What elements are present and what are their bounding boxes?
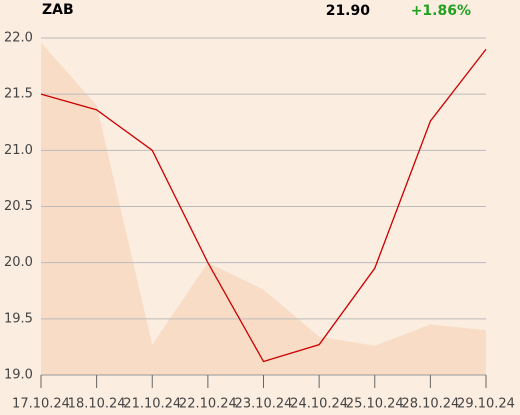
y-tick-label: 21.0 bbox=[4, 143, 33, 158]
ticker: ZAB bbox=[42, 2, 74, 18]
price-line bbox=[40, 48, 487, 363]
y-tick-label: 19.0 bbox=[4, 368, 33, 383]
x-tick-label: 18.10.24 bbox=[68, 397, 126, 412]
x-tick-label: 22.10.24 bbox=[179, 397, 237, 412]
x-tick-label: 29.10.24 bbox=[457, 397, 515, 412]
y-tick-label: 22.0 bbox=[4, 31, 33, 46]
y-tick-label: 20.5 bbox=[4, 199, 33, 214]
y-tick-label: 20.0 bbox=[4, 255, 33, 270]
y-tick-label: 21.5 bbox=[4, 87, 33, 102]
x-tick-label: 25.10.24 bbox=[346, 397, 404, 412]
x-tick-label: 28.10.24 bbox=[401, 397, 459, 412]
price: 21.90 bbox=[326, 3, 371, 19]
x-tick-label: 21.10.24 bbox=[123, 397, 181, 412]
change: +1.86% bbox=[411, 3, 471, 19]
area bbox=[41, 42, 486, 375]
x-tick-label: 17.10.24 bbox=[12, 397, 70, 412]
x-tick-label: 23.10.24 bbox=[235, 397, 293, 412]
y-tick-label: 19.5 bbox=[4, 311, 33, 326]
x-tick-label: 24.10.24 bbox=[290, 397, 348, 412]
